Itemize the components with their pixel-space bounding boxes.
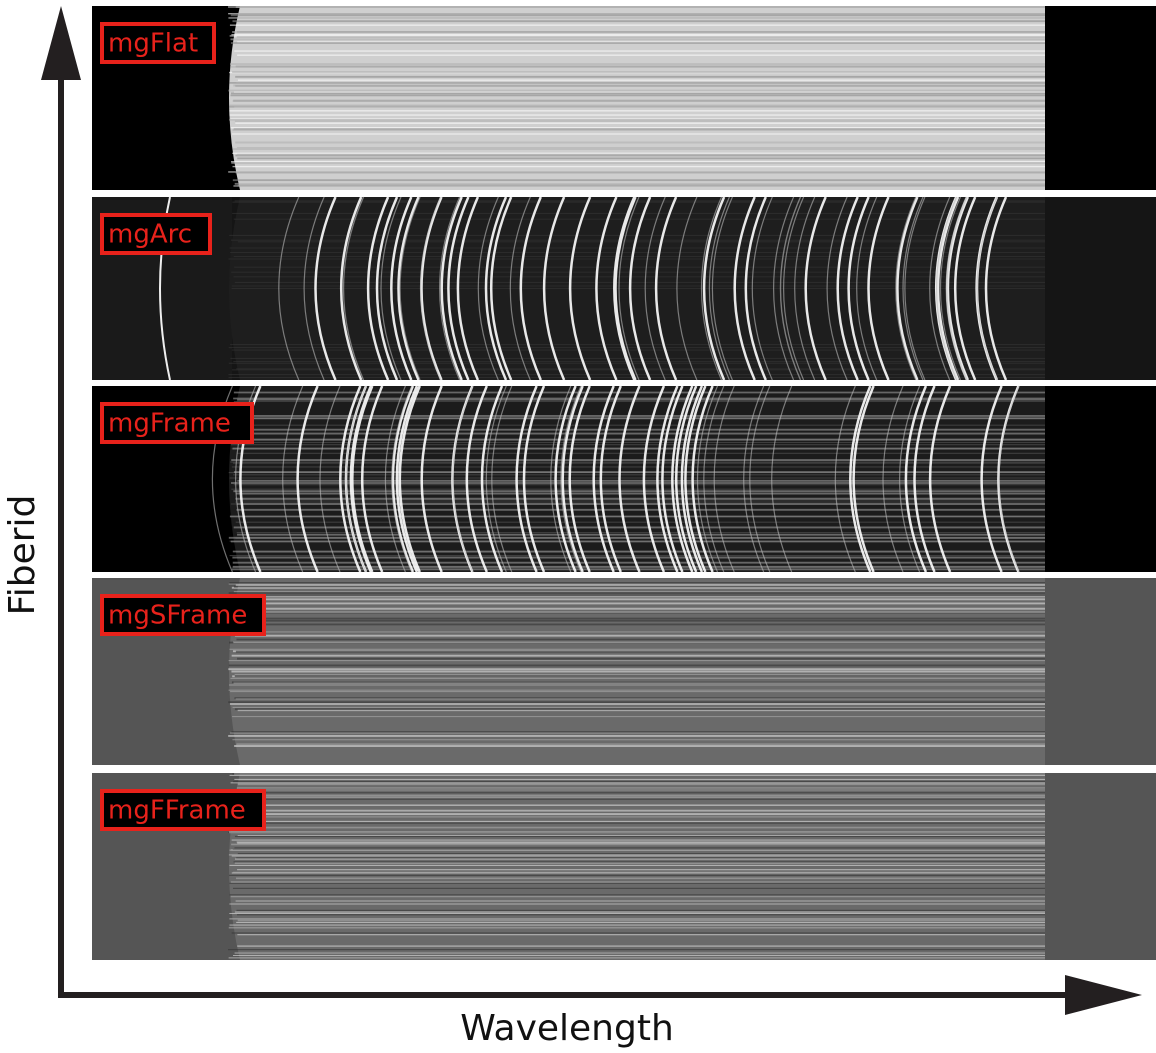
y-axis-label: Fiberid [2, 495, 43, 616]
panel: mgFrame [92, 385, 1156, 573]
fiber-stripes [228, 581, 1045, 734]
fiber-stripes [228, 773, 1045, 959]
label-box [100, 402, 254, 444]
label-box [100, 594, 266, 636]
fiber-stripes [228, 583, 1045, 746]
fiber-stripes [228, 6, 1045, 187]
fiber-stripes [228, 391, 1045, 571]
panel: mgArc [92, 196, 1156, 381]
panel: mgSFrame [92, 578, 1156, 765]
panel: mgFlat [92, 6, 1156, 190]
y-arrow-head [41, 6, 81, 80]
spectrum-region [229, 6, 1045, 190]
spectrum-region [229, 386, 1045, 572]
arc-lines-faint [211, 385, 1020, 573]
x-axis-label: Wavelength [460, 1008, 674, 1049]
label-box [100, 22, 216, 64]
panel-label: mgFrame [108, 409, 231, 439]
panel-label: mgFFrame [108, 796, 246, 826]
panel: mgFFrame [92, 773, 1156, 960]
fiber-stripes [228, 200, 1045, 379]
panel-label: mgSFrame [108, 601, 247, 631]
spectrum-region [229, 773, 1045, 960]
panel-label: mgArc [108, 220, 192, 250]
panels: mgFlat mgArc mgFrame mgSFrame mgFFrame [92, 6, 1156, 960]
arc-lines-faint [278, 196, 998, 381]
x-arrow-head [1065, 975, 1142, 1015]
panel-label: mgFlat [108, 29, 198, 59]
label-box [100, 213, 212, 255]
label-box [100, 789, 266, 831]
